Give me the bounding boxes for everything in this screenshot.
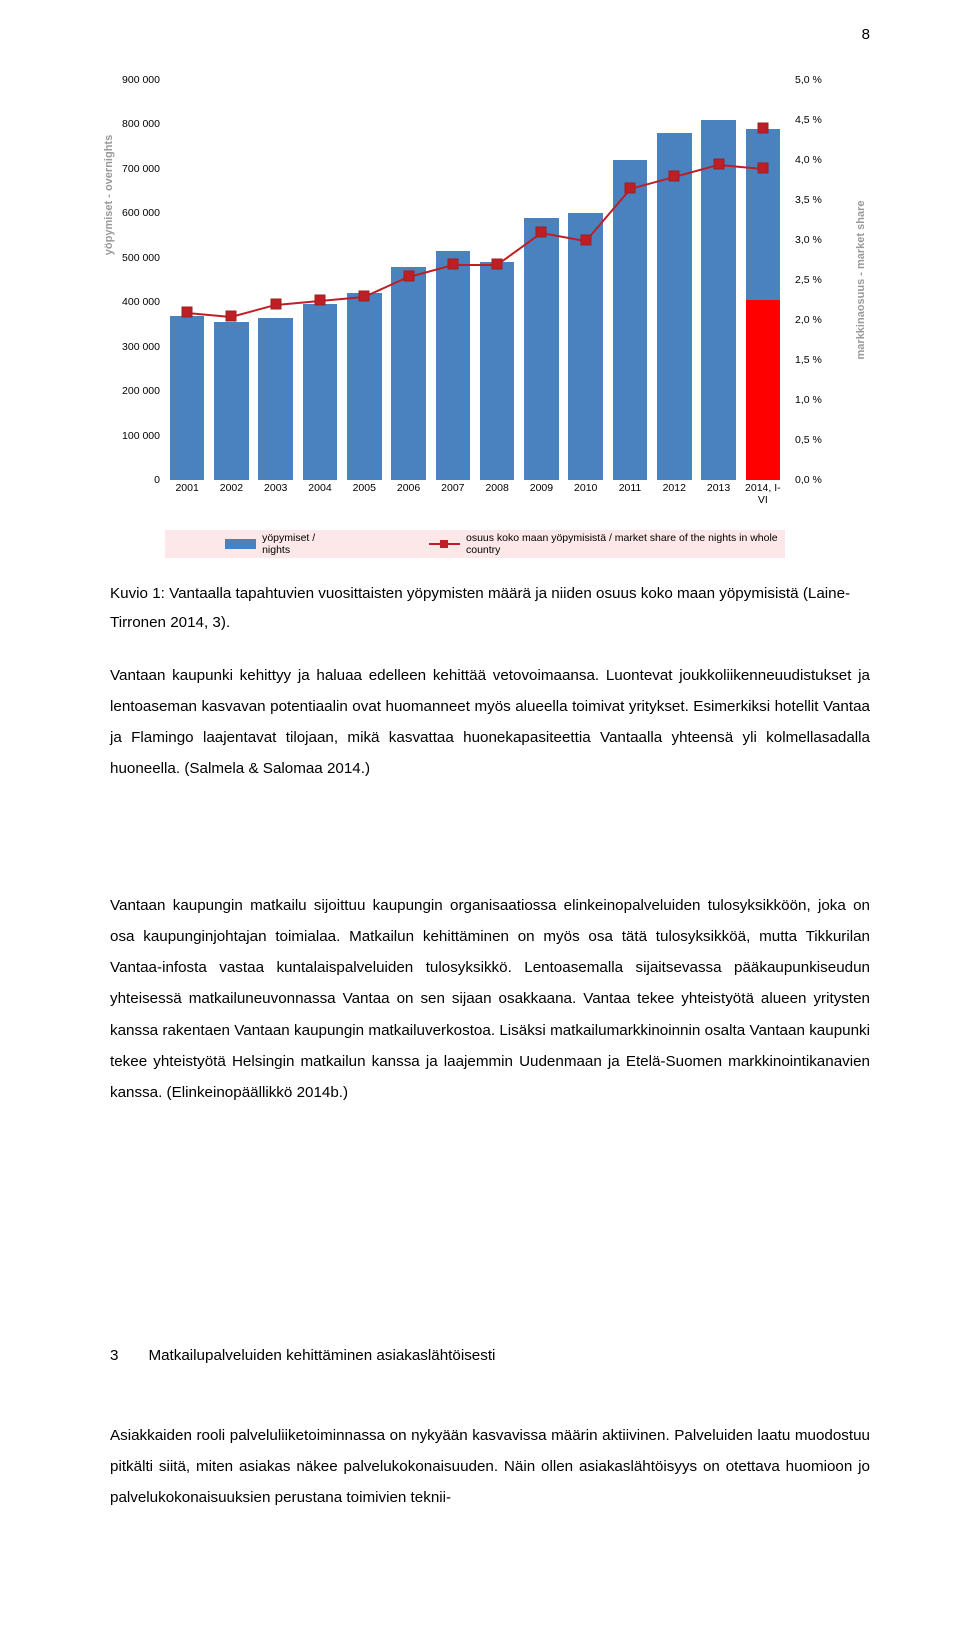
overnights-bar [613, 160, 648, 480]
market-share-marker [359, 291, 370, 302]
market-share-marker [182, 307, 193, 318]
highlight-bar [746, 300, 781, 480]
x-tick-label: 2006 [386, 482, 430, 494]
y-right-tick: 5,0 % [795, 74, 835, 86]
x-tick-label: 2010 [564, 482, 608, 494]
chart-legend: yöpymiset / nights osuus koko maan yöpym… [165, 530, 785, 558]
paragraph-2: Vantaan kaupungin matkailu sijoittuu kau… [110, 890, 870, 1108]
overnights-bar [568, 213, 603, 480]
chart-plot-area [165, 80, 785, 480]
overnights-bar [347, 293, 382, 480]
x-tick-label: 2005 [342, 482, 386, 494]
x-tick-label: 2008 [475, 482, 519, 494]
overnights-bar [524, 218, 559, 480]
y-right-tick: 3,5 % [795, 194, 835, 206]
y-left-tick: 700 000 [115, 163, 160, 175]
market-share-line [453, 264, 497, 266]
market-share-marker [713, 159, 724, 170]
legend-series-b: osuus koko maan yöpymisistä / market sha… [466, 532, 785, 556]
y-right-tick: 1,5 % [795, 354, 835, 366]
y-axis-left-label: yöpymiset - overnights [103, 110, 115, 280]
y-axis-right-label: markkinaosuus - market share [855, 190, 867, 370]
y-right-tick: 4,5 % [795, 114, 835, 126]
x-tick-label: 2009 [519, 482, 563, 494]
paragraph-1: Vantaan kaupunki kehittyy ja haluaa edel… [110, 660, 870, 785]
y-right-tick: 0,0 % [795, 474, 835, 486]
x-tick-label: 2013 [696, 482, 740, 494]
x-tick-label: 2012 [652, 482, 696, 494]
overnights-bar [303, 304, 338, 480]
overnights-bar [701, 120, 736, 480]
x-tick-label: 2011 [608, 482, 652, 494]
y-right-tick: 1,0 % [795, 394, 835, 406]
y-right-tick: 0,5 % [795, 434, 835, 446]
section-heading: 3 Matkailupalveluiden kehittäminen asiak… [110, 1340, 870, 1371]
overnights-chart: yöpymiset - overnights markkinaosuus - m… [85, 70, 875, 570]
market-share-marker [757, 163, 768, 174]
figure-caption: Kuvio 1: Vantaalla tapahtuvien vuosittai… [110, 580, 870, 638]
y-left-tick: 0 [115, 474, 160, 486]
market-share-marker [669, 171, 680, 182]
heading-title: Matkailupalveluiden kehittäminen asiakas… [148, 1340, 495, 1371]
market-share-marker [536, 227, 547, 238]
y-left-tick: 300 000 [115, 341, 160, 353]
y-left-tick: 900 000 [115, 74, 160, 86]
y-left-tick: 200 000 [115, 385, 160, 397]
market-share-marker [580, 235, 591, 246]
y-right-tick: 2,0 % [795, 314, 835, 326]
overnights-bar [391, 267, 426, 480]
overnights-bar [480, 262, 515, 480]
x-tick-label: 2004 [298, 482, 342, 494]
paragraph-3: Asiakkaiden rooli palveluliiketoiminnass… [110, 1420, 870, 1513]
market-share-marker [447, 259, 458, 270]
legend-line-swatch [429, 543, 460, 545]
x-tick-label: 2007 [431, 482, 475, 494]
page-number: 8 [862, 26, 870, 43]
market-share-marker [492, 259, 503, 270]
market-share-marker [270, 299, 281, 310]
legend-bar-swatch [225, 539, 256, 549]
market-share-marker [625, 183, 636, 194]
y-right-tick: 2,5 % [795, 274, 835, 286]
y-left-tick: 800 000 [115, 118, 160, 130]
market-share-marker [757, 123, 768, 134]
overnights-bar [657, 133, 692, 480]
market-share-marker [226, 311, 237, 322]
y-left-tick: 500 000 [115, 252, 160, 264]
legend-series-a: yöpymiset / nights [262, 532, 339, 556]
y-left-tick: 400 000 [115, 296, 160, 308]
x-tick-label: 2014, I-VI [741, 482, 785, 506]
heading-number: 3 [110, 1340, 118, 1371]
x-tick-label: 2002 [209, 482, 253, 494]
overnights-bar [436, 251, 471, 480]
market-share-marker [403, 271, 414, 282]
y-left-tick: 600 000 [115, 207, 160, 219]
market-share-marker [315, 295, 326, 306]
overnights-bar [214, 322, 249, 480]
y-right-tick: 4,0 % [795, 154, 835, 166]
y-right-tick: 3,0 % [795, 234, 835, 246]
overnights-bar [258, 318, 293, 480]
x-tick-label: 2003 [254, 482, 298, 494]
y-left-tick: 100 000 [115, 430, 160, 442]
overnights-bar [170, 316, 205, 480]
x-tick-label: 2001 [165, 482, 209, 494]
